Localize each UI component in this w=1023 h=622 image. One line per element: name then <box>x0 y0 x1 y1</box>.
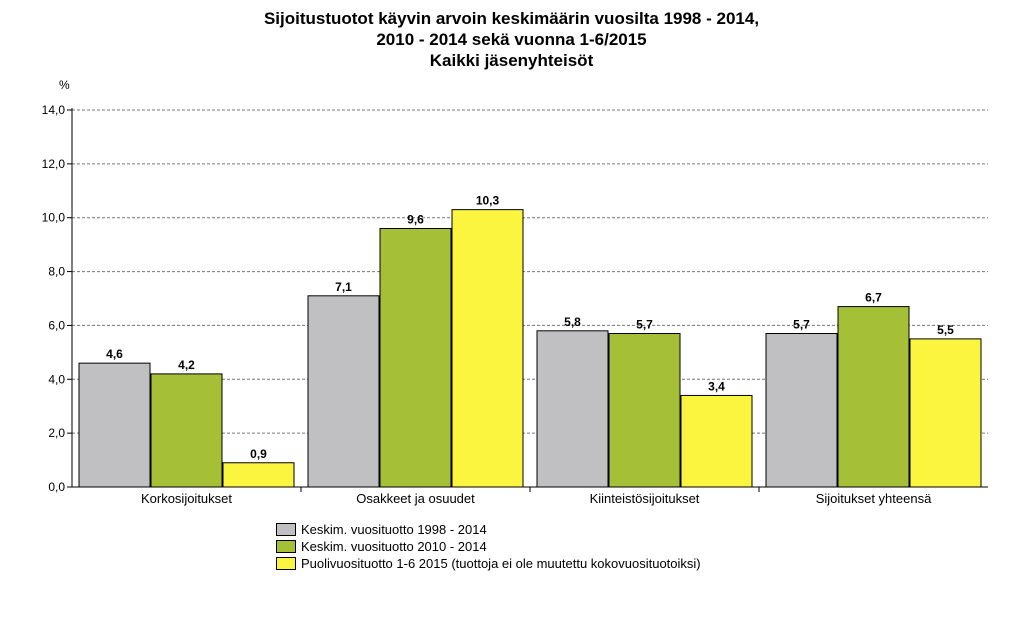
x-tick-label: Osakkeet ja osuudet <box>356 491 475 506</box>
bar-value-label: 7,1 <box>335 280 352 294</box>
bar <box>150 373 223 488</box>
bar-value-label: 6,7 <box>865 291 882 305</box>
bar <box>765 333 838 488</box>
bar <box>608 333 681 488</box>
legend-label-series-3: Puolivuosituotto 1-6 2015 (tuottoja ei o… <box>301 555 701 571</box>
bar <box>837 306 910 488</box>
legend-label-series-2: Keskim. vuosituotto 2010 - 2014 <box>301 538 487 554</box>
legend: Keskim. vuosituotto 1998 - 2014 Keskim. … <box>276 521 701 572</box>
bar <box>680 394 753 488</box>
legend-label-series-1: Keskim. vuosituotto 1998 - 2014 <box>301 521 487 537</box>
legend-swatch-series-2 <box>276 539 296 553</box>
bar <box>909 338 982 488</box>
bar-value-label: 5,7 <box>636 318 653 332</box>
y-tick-label: 4,0 <box>48 372 65 386</box>
bar <box>536 330 609 488</box>
bar <box>379 227 452 488</box>
y-tick-label: 10,0 <box>42 211 66 225</box>
legend-item-series-2: Keskim. vuosituotto 2010 - 2014 <box>276 538 701 554</box>
legend-item-series-1: Keskim. vuosituotto 1998 - 2014 <box>276 521 701 537</box>
bar-value-label: 4,2 <box>178 358 195 372</box>
legend-swatch-series-3 <box>276 556 296 570</box>
x-tick-label: Sijoitukset yhteensä <box>816 491 932 506</box>
bar-value-label: 9,6 <box>407 212 424 226</box>
y-tick-label: 12,0 <box>42 157 66 171</box>
bar-value-label: 5,5 <box>937 323 954 337</box>
chart-title-line-3: Kaikki jäsenyhteisöt <box>429 51 594 70</box>
y-tick-label: 2,0 <box>48 426 65 440</box>
y-tick-label: 8,0 <box>48 265 65 279</box>
bar <box>307 295 380 488</box>
legend-item-series-3: Puolivuosituotto 1-6 2015 (tuottoja ei o… <box>276 555 701 571</box>
bar-value-label: 10,3 <box>476 194 500 208</box>
bar-value-label: 5,7 <box>793 318 810 332</box>
legend-swatch-series-1 <box>276 522 296 536</box>
x-tick-label: Kiinteistösijoitukset <box>590 491 700 506</box>
y-tick-label: 0,0 <box>48 480 65 494</box>
bar <box>222 462 295 488</box>
y-tick-label: 6,0 <box>48 318 65 332</box>
bar-value-label: 5,8 <box>564 315 581 329</box>
y-axis-label: % <box>59 78 70 92</box>
chart-title-line-1: Sijoitustuotot käyvin arvoin keskimäärin… <box>263 9 760 28</box>
bar-value-label: 0,9 <box>250 447 267 461</box>
bar-value-label: 3,4 <box>708 379 725 393</box>
bar <box>78 362 151 488</box>
bar <box>451 209 524 488</box>
chart-title-line-2: 2010 - 2014 sekä vuonna 1-6/2015 <box>376 30 647 49</box>
x-tick-label: Korkosijoitukset <box>141 491 232 506</box>
y-tick-label: 14,0 <box>42 103 66 117</box>
bar-value-label: 4,6 <box>106 347 123 361</box>
